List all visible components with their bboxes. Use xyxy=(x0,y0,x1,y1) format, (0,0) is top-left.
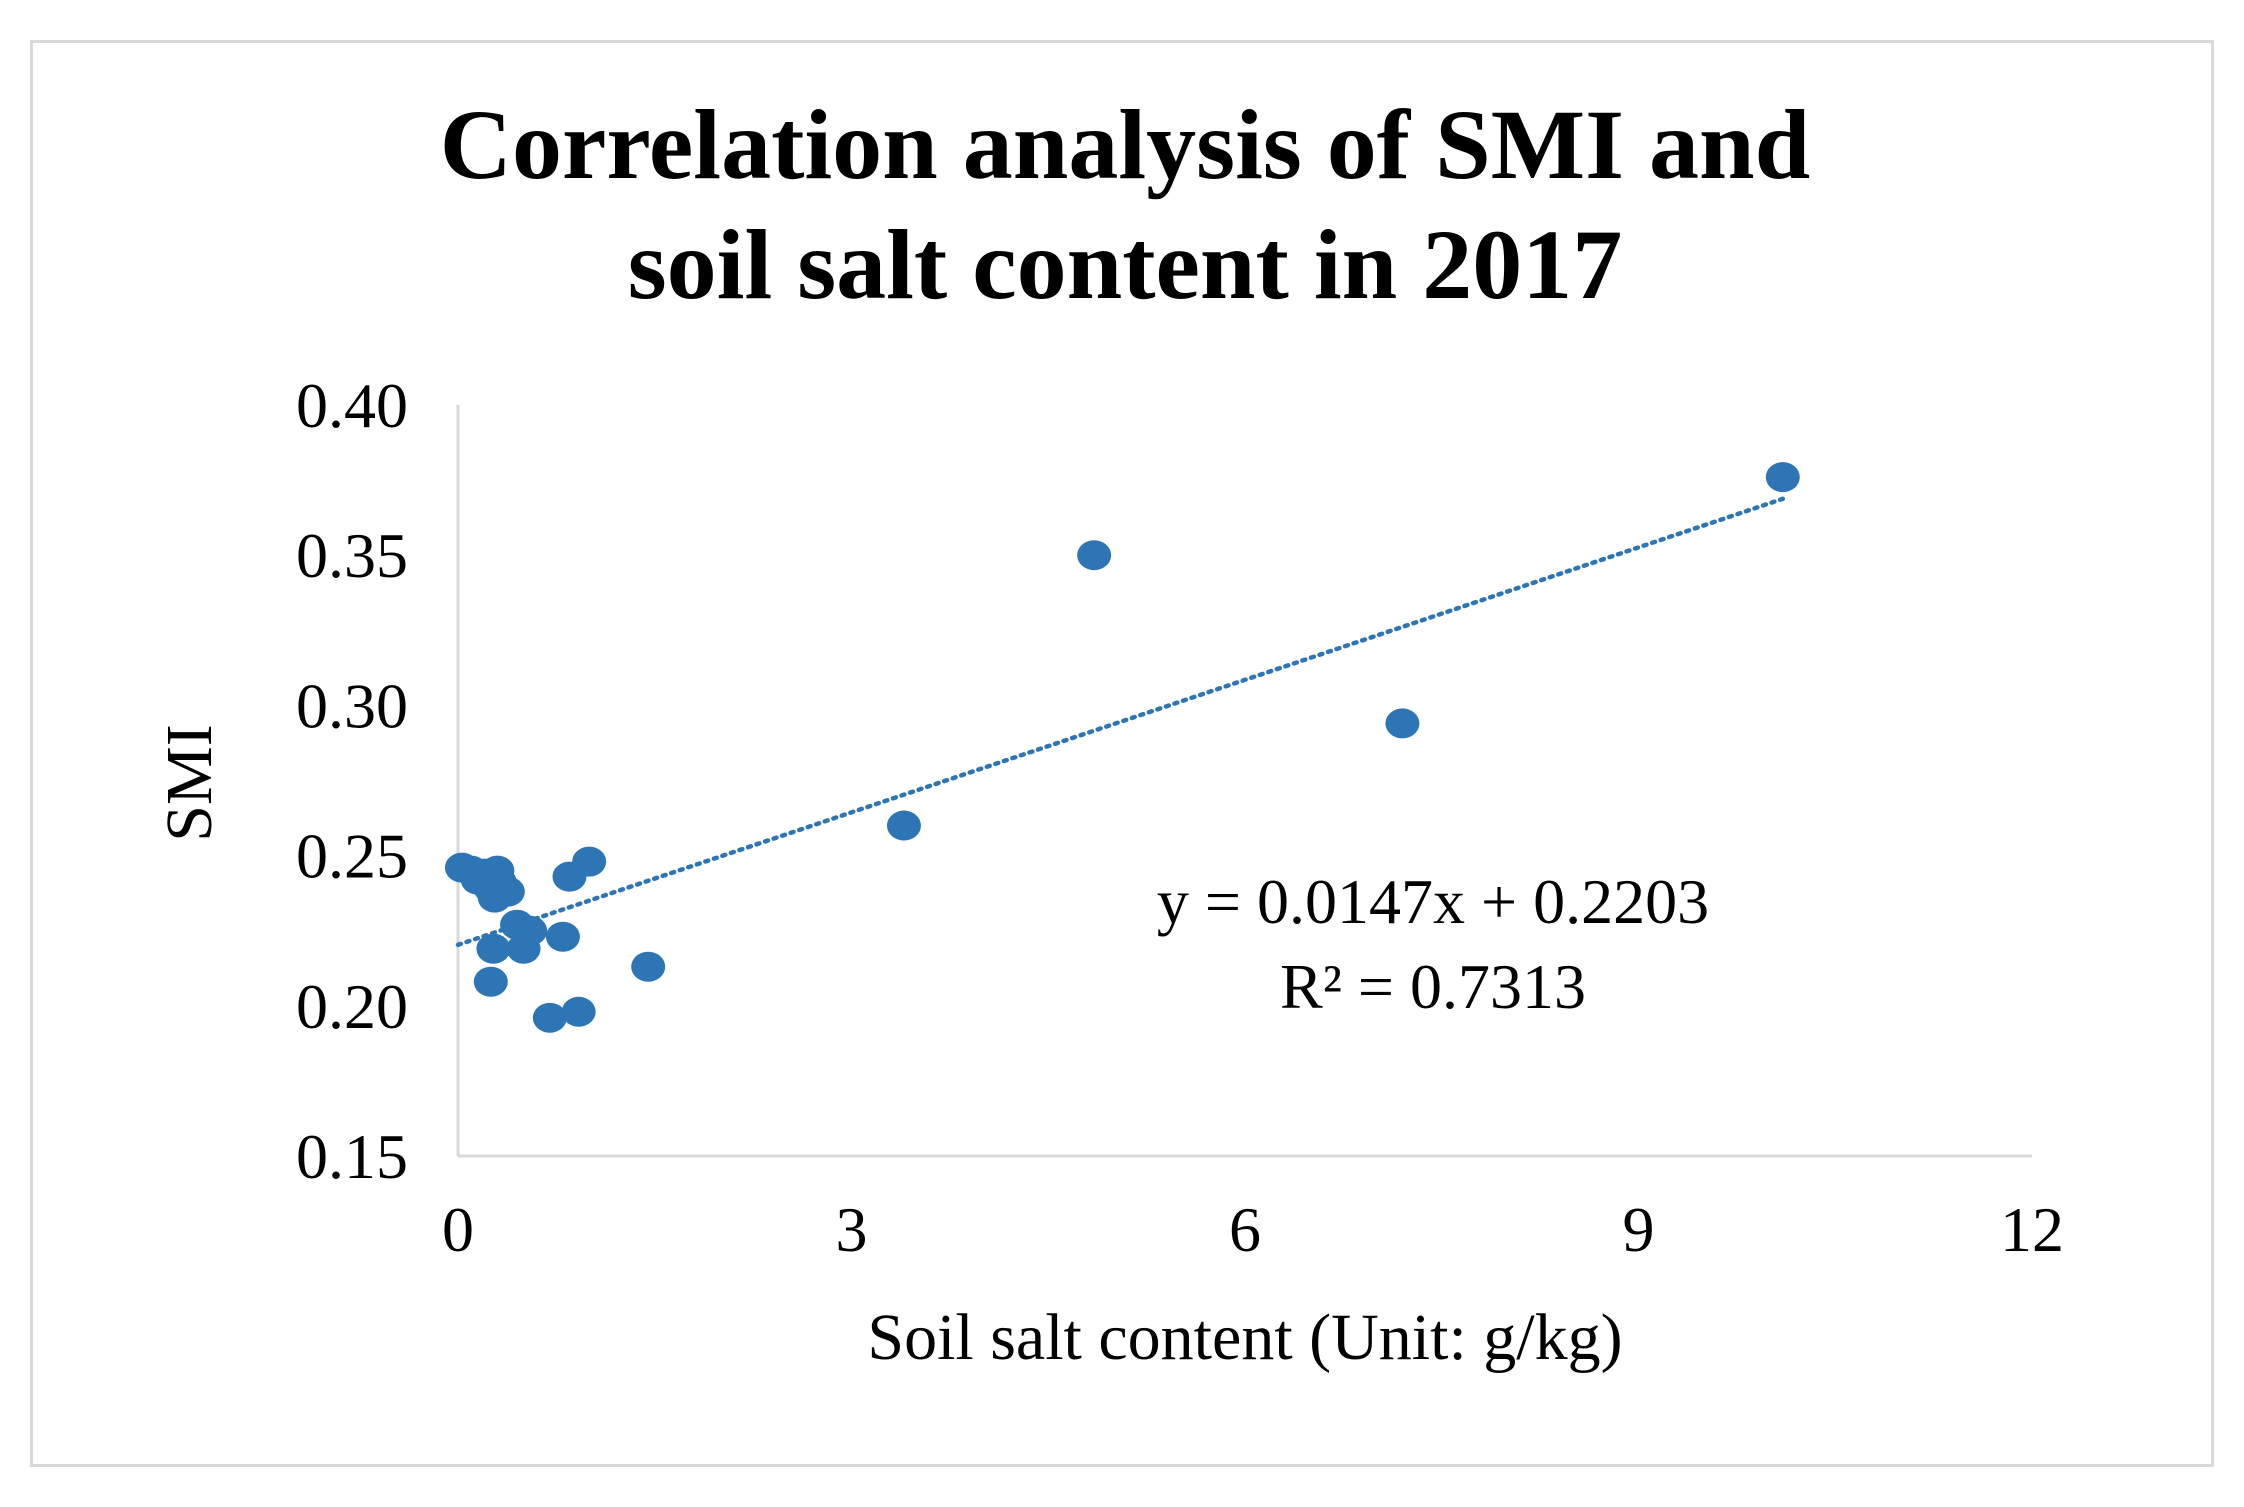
x-tick-label: 3 xyxy=(836,1194,868,1265)
y-tick-label: 0.15 xyxy=(296,1121,408,1192)
data-point xyxy=(477,882,512,913)
data-point xyxy=(1077,540,1112,571)
data-point xyxy=(572,846,607,877)
x-axis-label: Soil salt content (Unit: g/kg) xyxy=(867,1301,1622,1374)
chart-frame: Correlation analysis of SMI and soil sal… xyxy=(30,40,2214,1467)
chart-title-line-2: soil salt content in 2017 xyxy=(628,209,1622,320)
r-squared-label: R² = 0.7313 xyxy=(1280,951,1586,1022)
chart-title-line-1: Correlation analysis of SMI and xyxy=(440,89,1811,200)
x-tick-labels: 0 3 6 9 12 xyxy=(442,1194,2064,1265)
x-tick-label: 9 xyxy=(1623,1194,1655,1265)
data-point xyxy=(886,810,921,841)
y-tick-label: 0.35 xyxy=(296,520,408,591)
data-point xyxy=(506,933,541,964)
axes xyxy=(456,405,2032,1158)
x-tick-label: 0 xyxy=(442,1194,474,1265)
x-tick-label: 6 xyxy=(1229,1194,1261,1265)
trendline-equation: y = 0.0147x + 0.2203 xyxy=(1157,866,1709,937)
y-tick-label: 0.25 xyxy=(296,821,408,892)
data-points xyxy=(444,462,1800,1033)
data-point xyxy=(545,921,580,952)
y-tick-labels: 0.15 0.20 0.25 0.30 0.35 0.40 xyxy=(296,370,408,1192)
data-point xyxy=(1765,462,1800,493)
scatter-chart: Correlation analysis of SMI and soil sal… xyxy=(153,89,2064,1374)
y-tick-label: 0.30 xyxy=(296,670,408,741)
data-point xyxy=(473,966,508,997)
trendline xyxy=(455,496,1786,948)
x-tick-label: 12 xyxy=(2000,1194,2064,1265)
y-axis-label: SMI xyxy=(153,724,226,841)
data-point xyxy=(1385,708,1420,739)
y-tick-label: 0.20 xyxy=(296,971,408,1042)
data-point xyxy=(561,996,596,1027)
data-point xyxy=(476,933,511,964)
y-tick-label: 0.40 xyxy=(296,370,408,441)
data-point xyxy=(532,1002,567,1033)
data-point xyxy=(631,951,666,982)
